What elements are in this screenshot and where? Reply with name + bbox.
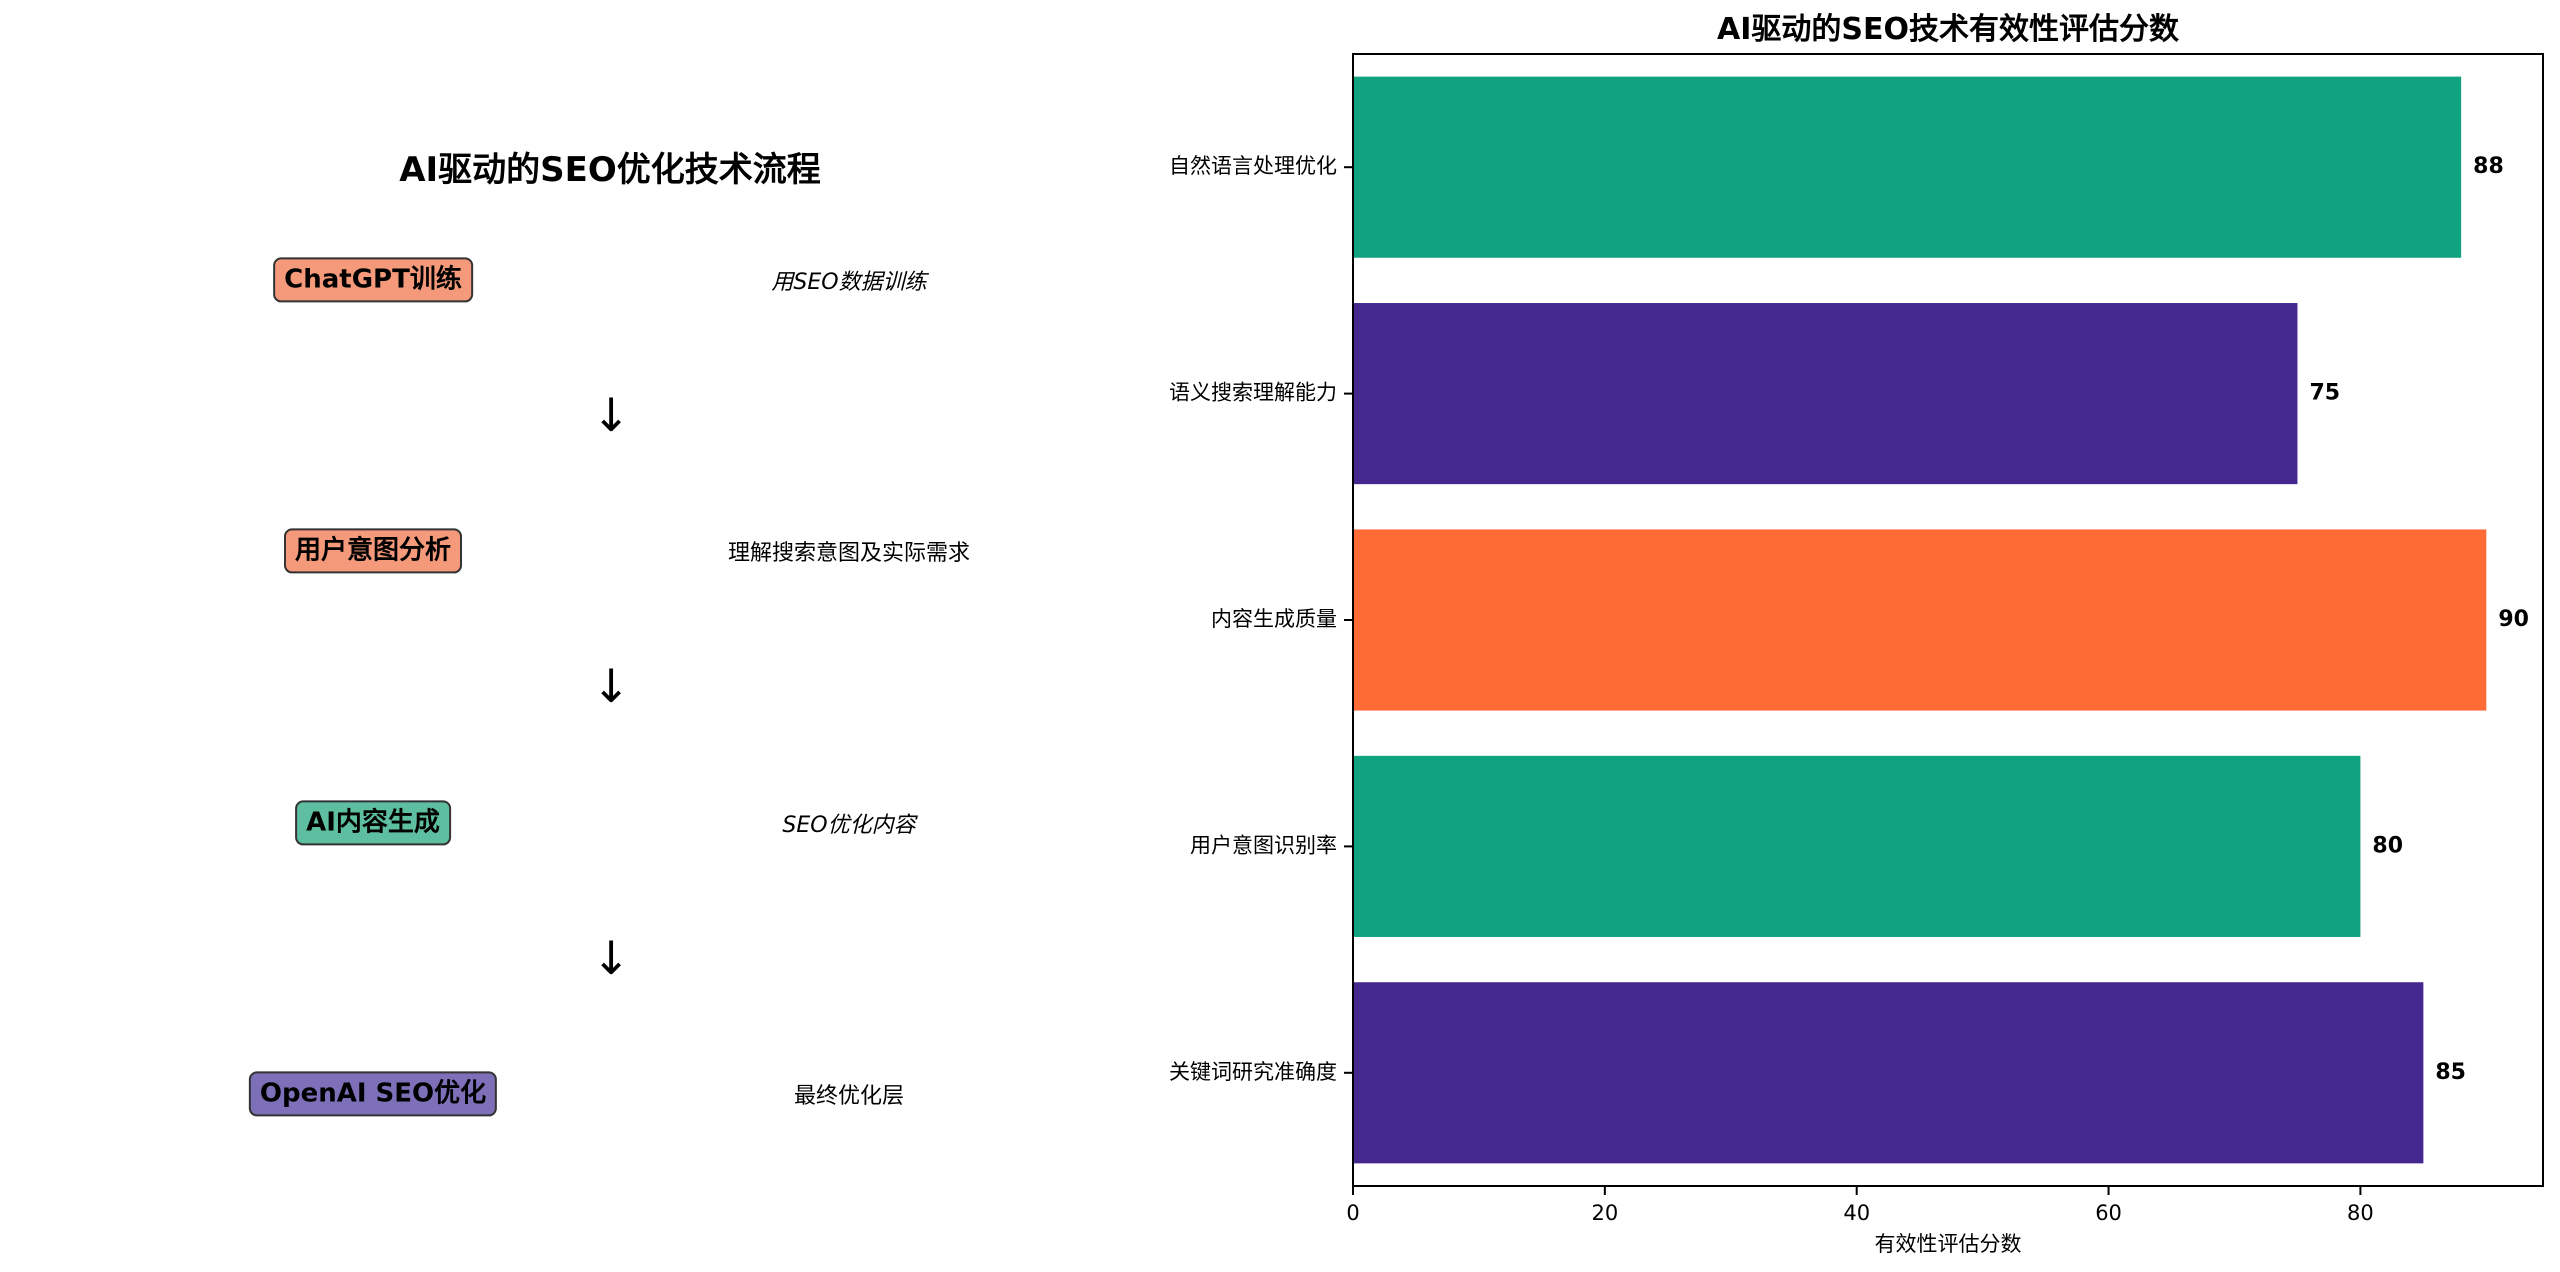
x-tick-label: 80 xyxy=(2347,1201,2374,1225)
bar xyxy=(1353,529,2487,711)
step-openai-seo: OpenAI SEO优化 xyxy=(248,1071,498,1117)
bar-value-label: 80 xyxy=(2372,833,2403,858)
bar xyxy=(1353,76,2462,258)
y-tick-label: 自然语言处理优化 xyxy=(1169,154,1337,178)
bar xyxy=(1353,755,2361,937)
y-tick-label: 内容生成质量 xyxy=(1211,607,1337,631)
bar-value-label: 85 xyxy=(2435,1060,2466,1085)
x-axis-label: 有效性评估分数 xyxy=(1875,1232,2022,1256)
chart-title: AI驱动的SEO技术有效性评估分数 xyxy=(1717,12,2180,47)
x-tick-label: 20 xyxy=(1591,1201,1618,1225)
y-tick-label: 关键词研究准确度 xyxy=(1169,1060,1337,1084)
step-chatgpt-training-desc: 用SEO数据训练 xyxy=(771,270,927,295)
bar-value-label: 75 xyxy=(2309,381,2340,406)
step-intent-analysis-desc: 理解搜索意图及实际需求 xyxy=(727,541,971,566)
down-arrow-icon: ↓ xyxy=(591,388,631,442)
y-tick-label: 用户意图识别率 xyxy=(1190,833,1337,857)
step-intent-analysis: 用户意图分析 xyxy=(283,528,463,574)
down-arrow-icon: ↓ xyxy=(591,659,631,713)
bars-layer: 88 75 90 80 85 xyxy=(1353,76,2529,1164)
bar-value-label: 88 xyxy=(2473,154,2504,179)
flow-title: AI驱动的SEO优化技术流程 xyxy=(399,150,821,190)
step-openai-seo-desc: 最终优化层 xyxy=(793,1084,905,1109)
bar xyxy=(1353,303,2298,485)
bar xyxy=(1353,982,2424,1164)
y-tick-label: 语义搜索理解能力 xyxy=(1169,381,1337,405)
x-tick-label: 60 xyxy=(2095,1201,2122,1225)
bar-value-label: 90 xyxy=(2498,607,2529,632)
x-tick-label: 0 xyxy=(1346,1201,1359,1225)
step-chatgpt-training: ChatGPT训练 xyxy=(273,257,473,303)
x-tick-label: 40 xyxy=(1843,1201,1870,1225)
step-content-generation: AI内容生成 xyxy=(295,800,451,846)
down-arrow-icon: ↓ xyxy=(591,931,631,985)
step-content-generation-desc: SEO优化内容 xyxy=(782,813,916,838)
